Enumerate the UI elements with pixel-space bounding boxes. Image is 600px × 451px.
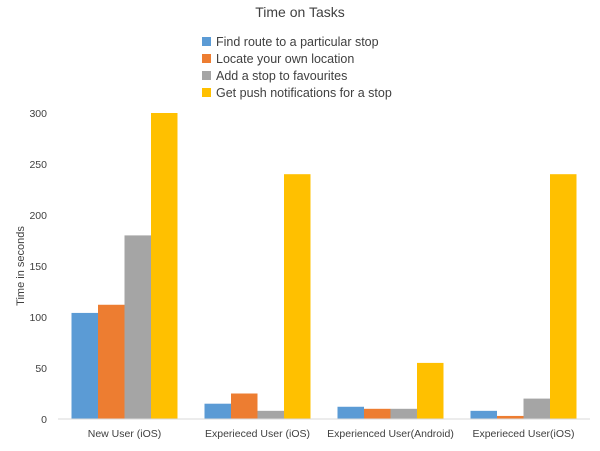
legend-label-favourites: Add a stop to favourites bbox=[216, 68, 348, 83]
bars bbox=[71, 113, 577, 419]
legend-swatch-favourites bbox=[202, 71, 211, 80]
legend-item-locate: Locate your own location bbox=[202, 50, 392, 67]
y-tick-label: 100 bbox=[29, 312, 47, 324]
legend-item-find-route: Find route to a particular stop bbox=[202, 33, 392, 50]
legend-swatch-find-route bbox=[202, 37, 211, 46]
bar bbox=[151, 113, 178, 419]
x-tick-label: Experieced User (iOS) bbox=[205, 428, 310, 440]
bar bbox=[417, 362, 444, 419]
bar bbox=[523, 398, 550, 419]
bar bbox=[71, 312, 98, 419]
x-tick-label: Experieced User(iOS) bbox=[472, 428, 574, 440]
legend-item-push: Get push notifications for a stop bbox=[202, 84, 392, 101]
legend: Find route to a particular stop Locate y… bbox=[202, 33, 392, 101]
y-ticks: 0 50 100 150 200 250 300 bbox=[29, 108, 47, 426]
bar bbox=[497, 415, 524, 419]
bar bbox=[337, 406, 364, 419]
y-tick-label: 300 bbox=[29, 108, 47, 120]
chart-title: Time on Tasks bbox=[255, 4, 345, 20]
y-axis-label: Time in seconds bbox=[15, 226, 27, 306]
x-tick-label: Experienced User(Android) bbox=[327, 428, 454, 440]
y-tick-label: 0 bbox=[41, 414, 47, 426]
legend-swatch-push bbox=[202, 88, 211, 97]
y-tick-label: 150 bbox=[29, 261, 47, 273]
bar bbox=[124, 235, 151, 419]
legend-label-find-route: Find route to a particular stop bbox=[216, 34, 379, 49]
legend-swatch-locate bbox=[202, 54, 211, 63]
bar bbox=[550, 174, 577, 419]
y-tick-label: 250 bbox=[29, 159, 47, 171]
bar bbox=[231, 393, 258, 419]
legend-label-locate: Locate your own location bbox=[216, 51, 355, 66]
bar bbox=[364, 408, 391, 419]
x-tick-label: New User (iOS) bbox=[88, 428, 162, 440]
bar bbox=[257, 410, 284, 419]
legend-item-favourites: Add a stop to favourites bbox=[202, 67, 392, 84]
bar bbox=[390, 408, 417, 419]
bar bbox=[98, 304, 125, 419]
x-ticks: New User (iOS) Experieced User (iOS) Exper… bbox=[88, 428, 575, 440]
bar bbox=[284, 174, 311, 419]
y-tick-label: 50 bbox=[35, 363, 47, 375]
bar bbox=[204, 403, 231, 419]
legend-label-push: Get push notifications for a stop bbox=[216, 85, 392, 100]
y-tick-label: 200 bbox=[29, 210, 47, 222]
bar bbox=[470, 410, 497, 419]
